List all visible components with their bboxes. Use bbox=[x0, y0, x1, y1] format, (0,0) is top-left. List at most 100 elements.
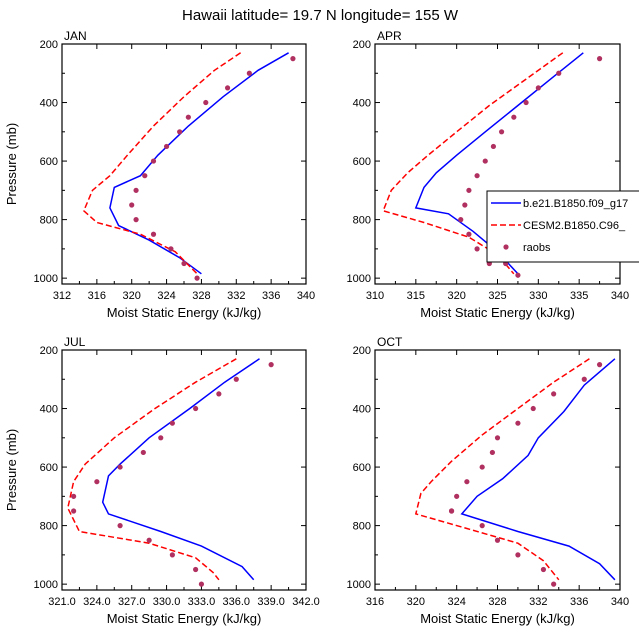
panels: JAN 312 316 320 324 328 332 336 340 200 400 600 800 1… bbox=[4, 29, 629, 626]
jan-ytick-label: 600 bbox=[40, 156, 58, 168]
jul-xtick-label: 330.0 bbox=[153, 596, 181, 608]
legend-label: b.e21.B1850.f09_g17 bbox=[523, 198, 628, 210]
apr-xtick-label: 340 bbox=[611, 290, 629, 302]
figure-title: Hawaii latitude= 19.7 N longitude= 155 W bbox=[182, 7, 459, 24]
jan-xtick-label: 312 bbox=[53, 290, 71, 302]
jan-raobs-point bbox=[150, 231, 157, 237]
panel-jan: JAN 312 316 320 324 328 332 336 340 200 400 600 800 1… bbox=[4, 29, 315, 320]
panel-apr: APR 310 315 320 325 330 335 340 200 400 600 800 1000… bbox=[347, 29, 630, 320]
jan-xtick-label: 328 bbox=[192, 290, 210, 302]
oct-xlabel: Moist Static Energy (kJ/kg) bbox=[420, 611, 575, 626]
jan-ytick-label: 400 bbox=[40, 98, 58, 110]
jul-ytick-label: 800 bbox=[40, 521, 58, 533]
oct-xtick-label: 328 bbox=[488, 596, 506, 608]
apr-raobs-point bbox=[490, 143, 497, 150]
jul-series-raobs bbox=[71, 362, 274, 587]
panel-jul: JUL 321.0 324.0 327.0 330.0 333.0 336.0 339.0 34… bbox=[4, 335, 320, 626]
jan-raobs-point bbox=[185, 114, 191, 120]
oct-series-raobs bbox=[448, 362, 603, 587]
apr-ytick-label: 600 bbox=[353, 156, 371, 168]
jan-plot-frame bbox=[61, 43, 307, 285]
apr-ytick-label: 800 bbox=[353, 215, 371, 227]
legend: b.e21.B1850.f09_g17 CESM2.B1850.C96_raobs bbox=[486, 190, 639, 263]
jul-raobs-point bbox=[216, 391, 222, 397]
oct-ytick-label: 200 bbox=[353, 345, 371, 357]
oct-ytick-label: 800 bbox=[353, 521, 371, 533]
jul-xtick-label: 324.0 bbox=[83, 596, 111, 608]
jul-ytick-label: 1000 bbox=[34, 579, 58, 591]
apr-series-cesm2-line bbox=[382, 52, 564, 275]
jan-raobs-point bbox=[133, 217, 139, 223]
jul-raobs-point bbox=[146, 537, 152, 543]
jul-raobs-point bbox=[71, 508, 77, 514]
jul-raobs-point bbox=[268, 362, 274, 368]
apr-raobs-point bbox=[462, 202, 468, 208]
jul-ytick-label: 200 bbox=[40, 345, 58, 357]
jan-xtick-label: 336 bbox=[262, 290, 280, 302]
oct-series-b-e21-line bbox=[460, 358, 616, 581]
jul-raobs-point bbox=[117, 523, 123, 529]
oct-xtick-label: 324 bbox=[447, 596, 465, 608]
oct-xtick-label: 332 bbox=[529, 596, 547, 608]
apr-ytick-label: 200 bbox=[353, 39, 371, 51]
oct-raobs-point bbox=[515, 420, 521, 426]
jan-series-b-e21-line bbox=[109, 52, 289, 275]
apr-ytick-label: 1000 bbox=[347, 273, 371, 285]
apr-raobs-point bbox=[458, 217, 464, 223]
oct-xtick-label: 316 bbox=[366, 596, 384, 608]
oct-raobs-point bbox=[448, 508, 455, 514]
oct-xtick-label: 336 bbox=[570, 596, 588, 608]
oct-raobs-point bbox=[515, 552, 521, 558]
apr-xtick-label: 320 bbox=[447, 290, 465, 302]
apr-raobs-point bbox=[474, 246, 480, 252]
jan-xlabel: Moist Static Energy (kJ/kg) bbox=[107, 305, 262, 320]
apr-raobs-point bbox=[482, 158, 488, 164]
jan-raobs-point bbox=[129, 202, 135, 208]
jul-xtick-label: 327.0 bbox=[118, 596, 146, 608]
jul-ytick-label: 600 bbox=[40, 462, 58, 474]
jan-series-cesm2-line bbox=[82, 52, 242, 275]
oct-ytick-label: 600 bbox=[353, 462, 371, 474]
apr-raobs-point bbox=[515, 272, 521, 278]
jul-raobs-point bbox=[198, 581, 205, 587]
jul-series-cesm2-line bbox=[67, 358, 237, 581]
apr-xtick-label: 310 bbox=[366, 290, 384, 302]
oct-xtick-label: 320 bbox=[407, 596, 425, 608]
jan-raobs-point bbox=[150, 158, 157, 164]
oct-raobs-point bbox=[494, 537, 501, 543]
jul-raobs-point bbox=[169, 420, 175, 426]
oct-raobs-point bbox=[479, 464, 485, 470]
jul-xtick-label: 333.0 bbox=[188, 596, 216, 608]
jan-xtick-label: 324 bbox=[157, 290, 175, 302]
apr-ytick-label: 400 bbox=[353, 98, 371, 110]
oct-ytick-label: 1000 bbox=[347, 579, 371, 591]
apr-panel-label: APR bbox=[377, 29, 402, 43]
apr-raobs-point bbox=[466, 187, 472, 193]
oct-panel-label: OCT bbox=[377, 335, 403, 349]
apr-raobs-point bbox=[466, 231, 472, 237]
jan-xtick-label: 340 bbox=[297, 290, 315, 302]
jul-xtick-label: 342.0 bbox=[292, 596, 320, 608]
jan-raobs-point bbox=[224, 85, 231, 91]
apr-xtick-label: 315 bbox=[407, 290, 425, 302]
apr-raobs-point bbox=[596, 56, 603, 62]
apr-raobs-point bbox=[498, 129, 505, 135]
oct-raobs-point bbox=[479, 523, 485, 529]
legend-marker-raobs bbox=[503, 244, 509, 250]
jan-raobs-point bbox=[203, 99, 209, 106]
apr-raobs-point bbox=[511, 114, 517, 120]
oct-xtick-label: 340 bbox=[611, 596, 629, 608]
oct-raobs-point bbox=[551, 391, 557, 397]
apr-raobs-point bbox=[474, 173, 480, 179]
jan-raobs-point bbox=[194, 275, 200, 281]
oct-ytick-label: 400 bbox=[353, 404, 371, 416]
jan-raobs-point bbox=[181, 260, 187, 267]
jan-ytick-label: 1000 bbox=[34, 273, 58, 285]
jul-xlabel: Moist Static Energy (kJ/kg) bbox=[107, 611, 262, 626]
jan-xtick-label: 320 bbox=[123, 290, 141, 302]
jan-raobs-point bbox=[168, 246, 174, 252]
jan-ytick-label: 200 bbox=[40, 39, 58, 51]
jul-raobs-point bbox=[71, 493, 77, 499]
jan-ylabel: Pressure (mb) bbox=[4, 123, 19, 205]
